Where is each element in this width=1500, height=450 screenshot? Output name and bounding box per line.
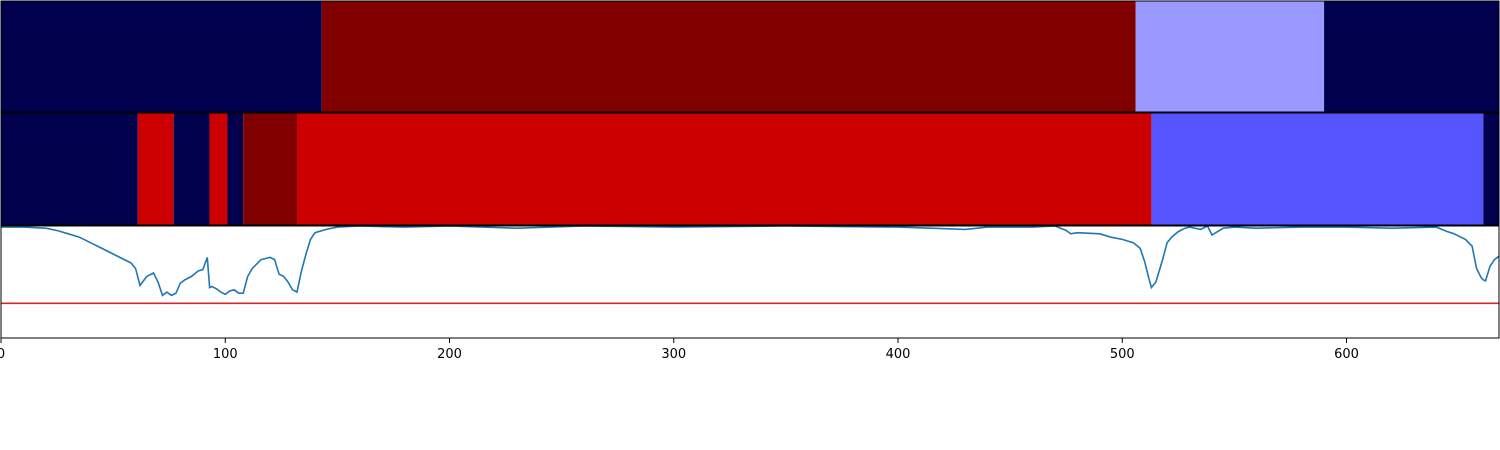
panel-borders [0,0,1500,339]
x-axis: 0 100 200 300 400 500 600 [0,338,1359,362]
x-tick-label-0: 0 [0,347,5,362]
track-1-segment-7 [1151,113,1484,225]
track-0-segment-2 [1135,1,1325,112]
x-tick-label-6: 600 [1334,347,1359,362]
track-1-segment-2 [173,113,210,225]
track-0-segment-3 [1324,1,1499,112]
track-1-segment-5 [243,113,298,225]
x-tick-label-5: 500 [1110,347,1135,362]
track-1-segment-6 [297,113,1152,225]
track-1-segment-8 [1483,113,1499,225]
panel-border-0 [0,0,1500,113]
series-line [1,224,1500,297]
track-1-segment-4 [227,113,244,225]
x-tick-label-2: 200 [437,347,462,362]
x-tick-label-4: 400 [886,347,911,362]
panel-border-1 [0,112,1500,226]
track-0-segment-1 [321,1,1136,112]
track-0-segments [1,1,1499,112]
track-1-segments [1,113,1499,225]
track-1-segment-0 [1,113,138,225]
x-tick-label-3: 300 [661,347,686,362]
track-1-segment-1 [137,113,174,225]
track-0-segment-0 [1,1,322,112]
panel-border-2 [0,225,1500,339]
x-tick-label-1: 100 [213,347,238,362]
line-panel [1,224,1500,305]
track-1-segment-3 [209,113,228,225]
